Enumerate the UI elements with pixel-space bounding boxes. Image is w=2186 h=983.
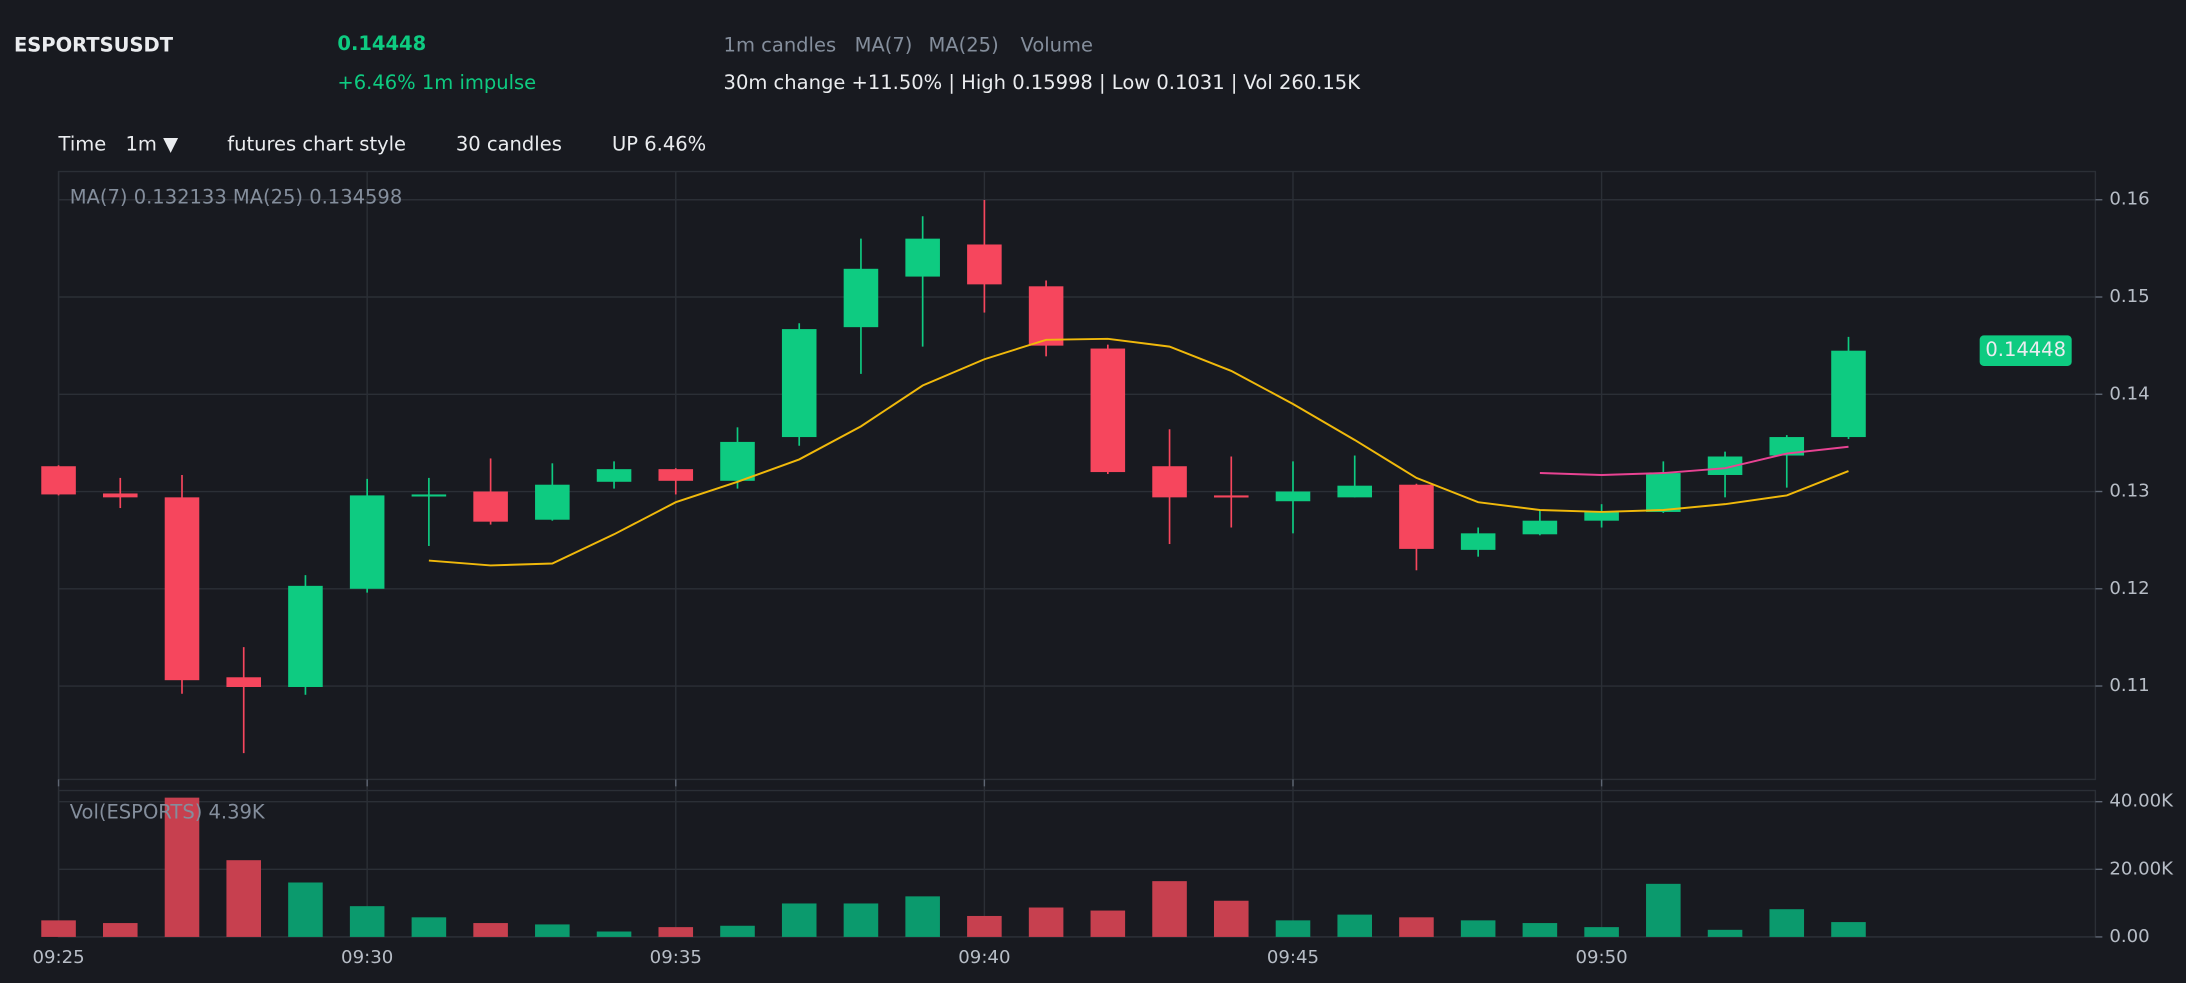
- candle-body: [720, 441, 755, 481]
- y-tick-label: 0.15: [2109, 286, 2149, 307]
- toolbar-item[interactable]: 30 candles: [456, 133, 562, 156]
- candle-body: [1460, 533, 1496, 550]
- candle-body: [1213, 495, 1249, 498]
- candle-body: [1337, 485, 1372, 498]
- candle-body: [843, 268, 879, 328]
- volume-bar: [1399, 917, 1434, 937]
- volume-bar: [1646, 883, 1681, 937]
- candle-body: [349, 495, 385, 589]
- toggle[interactable]: 1m candles: [724, 34, 837, 57]
- toggle[interactable]: MA(7): [855, 34, 913, 57]
- legend-label: MA(7) 0.132133: [70, 186, 227, 209]
- y-tick-label: 0.11: [2109, 675, 2149, 696]
- x-tick-label: 09:40: [958, 947, 1010, 968]
- ma-line: [428, 337, 1849, 567]
- y-tick-label: 0.12: [2109, 578, 2149, 599]
- price-tag-bg: [1979, 335, 2072, 367]
- volume-bar: [226, 860, 262, 937]
- volume-bar: [41, 920, 76, 937]
- x-tick-label: 09:50: [1576, 947, 1628, 968]
- candle-body: [967, 244, 1002, 285]
- volume-bar: [535, 924, 570, 937]
- volume-bar: [1460, 920, 1496, 937]
- volume-bar: [658, 927, 694, 937]
- volume-bar: [781, 903, 817, 937]
- candle-body: [102, 493, 138, 498]
- volume-bar: [905, 896, 940, 937]
- toolbar-item: Time: [58, 133, 107, 156]
- toolbar-item: UP 6.46%: [612, 133, 706, 156]
- candle-body: [1584, 511, 1619, 521]
- volume-bar: [164, 797, 200, 937]
- candle-body: [1090, 348, 1126, 473]
- candle-body: [1831, 350, 1866, 438]
- x-tick-label: 09:45: [1267, 947, 1319, 968]
- y-tick-label: 0.13: [2109, 481, 2149, 502]
- volume-bar: [1090, 910, 1126, 937]
- candle-body: [1399, 484, 1434, 549]
- y-tick-label: 0.16: [2109, 189, 2149, 210]
- volume-bar: [1831, 922, 1866, 937]
- candle-body: [1152, 466, 1187, 498]
- volume-bar: [843, 903, 879, 937]
- impulse: +6.46% 1m impulse: [337, 71, 536, 94]
- candle-body: [596, 469, 632, 482]
- volume-bar: [1522, 923, 1558, 937]
- volume-bar: [1213, 900, 1249, 937]
- last-price: 0.14448: [337, 32, 426, 55]
- price-tag: 0.14448: [1985, 338, 2066, 361]
- volume-bar: [1275, 920, 1311, 937]
- symbol: ESPORTSUSDT: [14, 34, 174, 57]
- volume-bar: [1028, 907, 1064, 937]
- candle-body: [1522, 520, 1558, 535]
- volume-bar: [1584, 927, 1619, 937]
- x-tick-label: 09:30: [341, 947, 393, 968]
- x-tick-label: 09:35: [650, 947, 702, 968]
- stats: 30m change +11.50% | High 0.15998 | Low …: [724, 71, 1362, 94]
- candle-body: [658, 469, 694, 481]
- volume-bar: [349, 906, 385, 937]
- toggle[interactable]: Volume: [1021, 34, 1094, 57]
- y-tick-label: 40.00K: [2109, 791, 2174, 812]
- candle-body: [1769, 437, 1805, 456]
- x-tick-label: 09:25: [32, 947, 84, 968]
- volume-bar: [411, 917, 447, 937]
- candle-body: [411, 494, 447, 497]
- candle-body: [1028, 286, 1064, 346]
- y-tick-label: 0.14: [2109, 383, 2149, 404]
- candle-body: [905, 238, 940, 277]
- candle-body: [288, 585, 323, 687]
- candle-body: [1646, 473, 1681, 512]
- volume-title: Vol(ESPORTS) 4.39K: [70, 800, 266, 823]
- y-tick-label: 20.00K: [2109, 858, 2174, 879]
- candle-body: [781, 329, 817, 438]
- volume-bar: [473, 923, 508, 937]
- candle-body: [226, 677, 262, 687]
- legend-label: MA(25) 0.134598: [233, 186, 402, 209]
- candle-body: [535, 484, 570, 520]
- y-tick-label: 0.00: [2109, 926, 2149, 947]
- volume-bar: [288, 882, 323, 937]
- volume-bar: [967, 915, 1002, 937]
- toggle[interactable]: MA(25): [928, 34, 998, 57]
- interval-select[interactable]: 1m ▼: [125, 133, 178, 156]
- candle-body: [1275, 491, 1311, 502]
- toolbar-item[interactable]: futures chart style: [227, 133, 406, 156]
- candle-body: [1707, 456, 1743, 475]
- candle-body: [164, 497, 200, 681]
- ma-line: [1539, 445, 1849, 476]
- candle-body: [41, 466, 76, 495]
- volume-bar: [1769, 909, 1805, 937]
- candle-body: [473, 491, 508, 522]
- volume-bar: [102, 923, 138, 937]
- volume-bar: [1707, 929, 1743, 937]
- volume-bar: [720, 925, 755, 937]
- volume-bar: [596, 931, 632, 937]
- volume-bar: [1337, 914, 1372, 937]
- volume-bar: [1152, 881, 1187, 937]
